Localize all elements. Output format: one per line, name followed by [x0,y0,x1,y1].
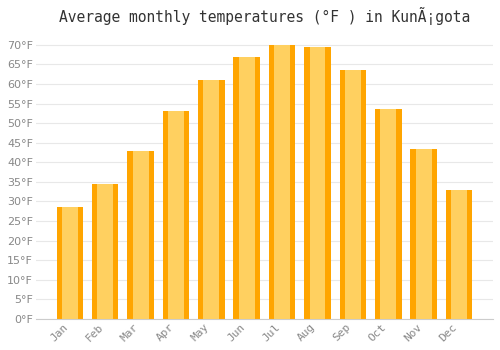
Title: Average monthly temperatures (°F ) in KunÃ¡gota: Average monthly temperatures (°F ) in Ku… [59,7,470,25]
Bar [162,111,189,319]
Bar [310,47,326,319]
Bar [128,150,154,319]
Bar [410,148,437,319]
Bar [97,184,113,319]
Bar [56,207,83,319]
Bar [375,110,402,319]
Bar [340,70,366,319]
Bar [92,184,118,319]
Bar [62,207,78,319]
Bar [238,57,254,319]
Bar [380,110,396,319]
Bar [416,148,432,319]
Bar [198,80,224,319]
Bar [132,150,148,319]
Bar [304,47,330,319]
Bar [345,70,361,319]
Bar [269,45,295,319]
Bar [451,190,467,319]
Bar [234,57,260,319]
Bar [204,80,220,319]
Bar [168,111,184,319]
Bar [274,45,290,319]
Bar [446,190,472,319]
